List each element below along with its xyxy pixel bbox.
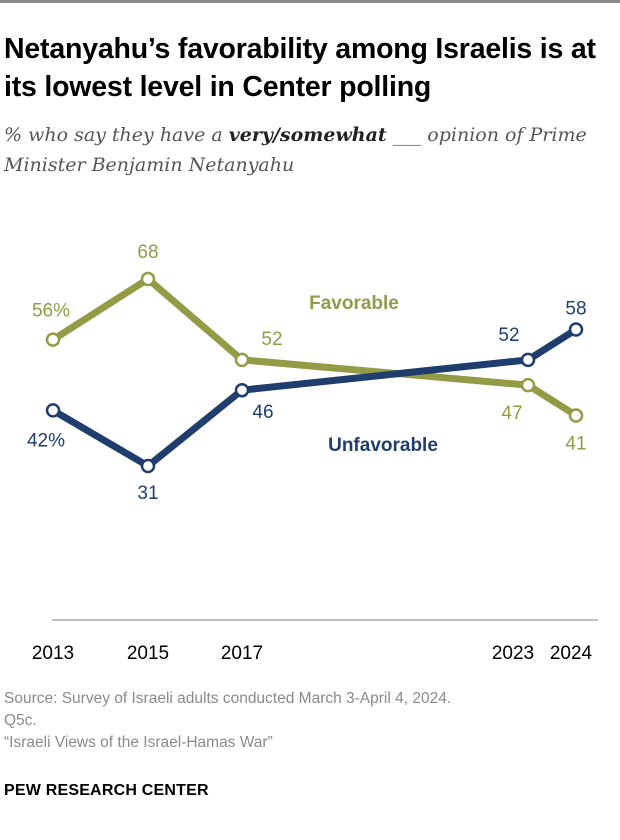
- unfavorable-point-2013: [45, 403, 61, 418]
- favorable-point-2013: [45, 332, 61, 347]
- favorable-point-2017: [234, 352, 250, 368]
- source-note: Source: Survey of Israeli adults conduct…: [4, 688, 614, 754]
- unfavorable-series-line: [49, 326, 580, 470]
- unfavorable-point-2024: [568, 322, 584, 337]
- favorable-data-label-2015: 68: [137, 242, 158, 263]
- subtitle-prefix: % who say they have a: [4, 124, 229, 146]
- subtitle-emphasis: very/somewhat: [228, 124, 387, 146]
- unfavorable-data-label-2017: 46: [252, 402, 273, 423]
- source-line-1: Source: Survey of Israeli adults conduct…: [4, 690, 452, 707]
- favorable-point-2023: [520, 377, 536, 393]
- source-line-2: Q5c.: [4, 712, 37, 729]
- favorable-point-2015: [140, 271, 156, 287]
- favorable-point-2024: [568, 408, 584, 423]
- line-chart: 2013 2015 2017 2023 2024 56% 68 52 47 41 42% 31 46 52…: [27, 242, 598, 664]
- unfavorable-data-label-2024: 58: [565, 299, 586, 320]
- x-tick-label-2013: 2013: [32, 643, 74, 664]
- unfavorable-series-label: Unfavorable: [328, 435, 438, 456]
- unfavorable-point-2023: [520, 352, 536, 368]
- favorable-data-label-2023: 47: [501, 403, 522, 424]
- favorable-series-label: Favorable: [309, 293, 399, 314]
- chart-subtitle: % who say they have a very/somewhat ___ …: [4, 120, 616, 180]
- subtitle-suffix: ___ opinion of Prime Minister Benjamin N…: [4, 124, 587, 176]
- x-tick-label-2024: 2024: [550, 643, 593, 664]
- pew-research-center-logo: PEW RESEARCH CENTER: [4, 782, 209, 799]
- favorable-data-label-2017: 52: [261, 329, 282, 350]
- x-tick-label-2015: 2015: [127, 643, 169, 664]
- unfavorable-data-label-2023: 52: [498, 325, 519, 346]
- unfavorable-point-2015: [140, 458, 156, 474]
- favorable-data-label-2024: 41: [565, 433, 586, 454]
- source-line-3: “Israeli Views of the Israel-Hamas War”: [4, 734, 273, 751]
- top-rule: [0, 0, 620, 3]
- unfavorable-point-2017: [234, 382, 250, 398]
- x-tick-label-2023: 2023: [492, 643, 534, 664]
- unfavorable-data-label-2013: 42%: [27, 430, 65, 451]
- favorable-data-label-2013: 56%: [32, 301, 70, 322]
- chart-title: Netanyahu’s favorability among Israelis …: [4, 33, 596, 103]
- x-tick-label-2017: 2017: [221, 643, 263, 664]
- unfavorable-data-label-2015: 31: [137, 483, 158, 504]
